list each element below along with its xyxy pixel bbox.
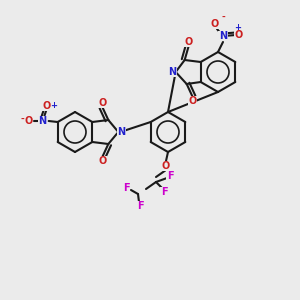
Text: -: - <box>21 115 25 124</box>
Text: O: O <box>25 116 33 126</box>
Text: F: F <box>137 201 143 211</box>
Text: O: O <box>184 37 193 47</box>
Text: F: F <box>123 183 129 193</box>
Text: O: O <box>162 161 170 171</box>
Text: O: O <box>98 98 106 108</box>
Text: F: F <box>167 171 173 181</box>
Text: N: N <box>219 31 227 41</box>
Text: +: + <box>50 100 57 109</box>
Text: O: O <box>211 19 219 29</box>
Text: N: N <box>117 127 125 137</box>
Text: +: + <box>235 22 242 32</box>
Text: O: O <box>189 96 197 106</box>
Text: N: N <box>169 67 177 77</box>
Text: N: N <box>39 116 47 126</box>
Text: -: - <box>221 13 225 22</box>
Text: O: O <box>43 101 51 111</box>
Text: F: F <box>161 187 167 197</box>
Text: O: O <box>98 156 106 166</box>
Text: O: O <box>235 30 243 40</box>
